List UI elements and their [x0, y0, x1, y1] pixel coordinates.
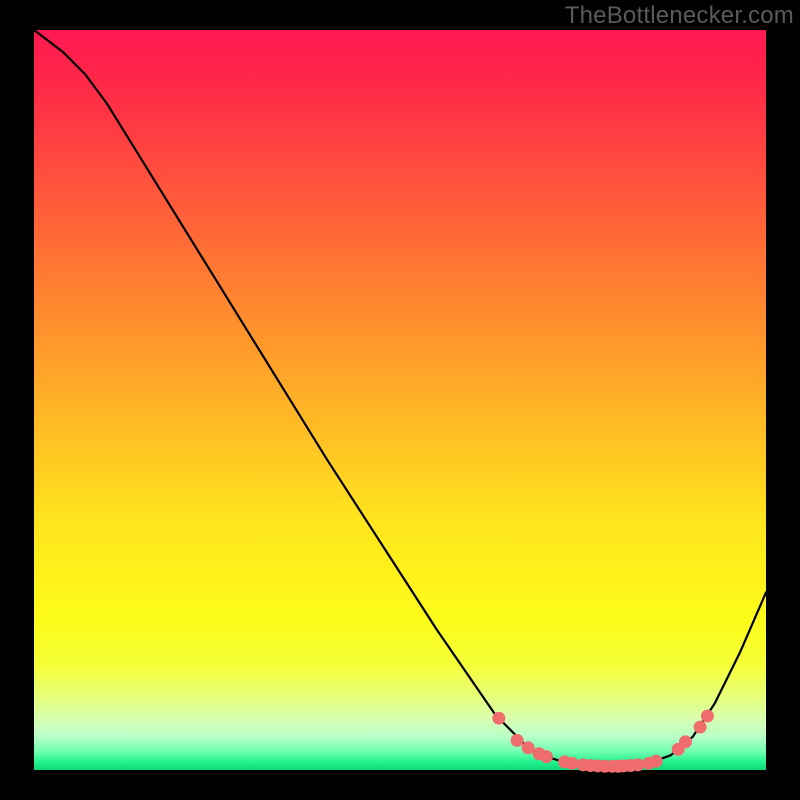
data-marker — [631, 758, 644, 771]
watermark-text: TheBottlenecker.com — [565, 2, 794, 30]
data-marker — [650, 755, 663, 768]
plot-background — [34, 30, 766, 770]
data-marker — [566, 757, 579, 770]
data-marker — [511, 734, 524, 747]
data-marker — [679, 735, 692, 748]
chart-container: TheBottlenecker.com — [0, 0, 800, 800]
bottleneck-chart — [0, 0, 800, 800]
data-marker — [522, 741, 535, 754]
data-marker — [492, 712, 505, 725]
data-marker — [540, 750, 553, 763]
data-marker — [694, 721, 707, 734]
data-marker — [701, 709, 714, 722]
